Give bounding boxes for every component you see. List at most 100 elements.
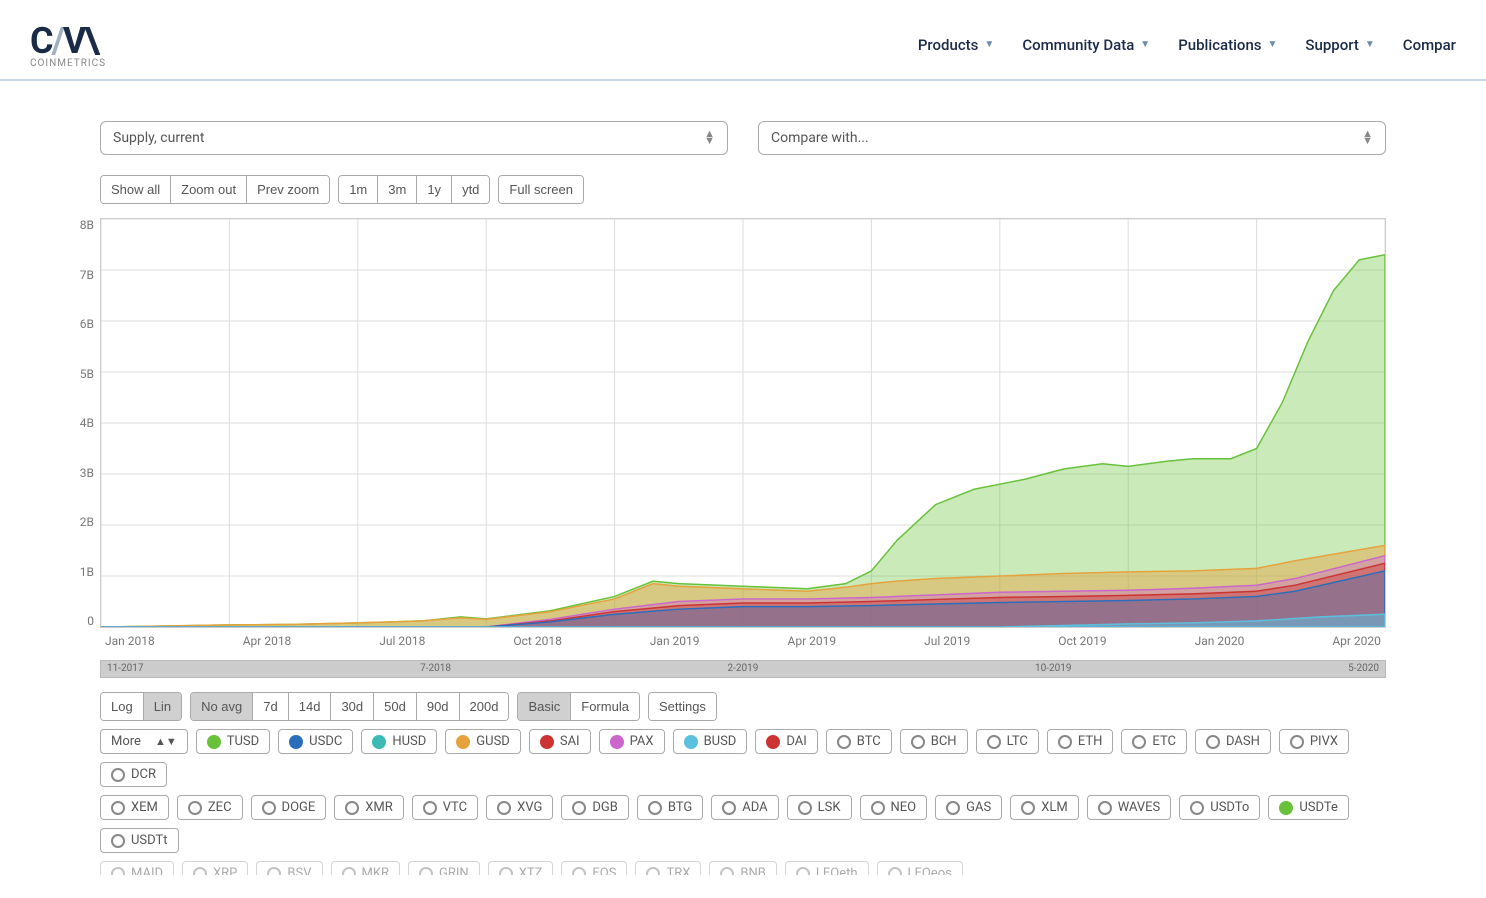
coin-eos[interactable]: EOS <box>561 861 627 875</box>
x-tick: Oct 2019 <box>1058 634 1106 648</box>
coin-label: SAI <box>560 734 580 749</box>
nav-community-data[interactable]: Community Data▼ <box>1022 36 1150 54</box>
prev-zoom-button[interactable]: Prev zoom <box>246 176 329 203</box>
coin-tusd[interactable]: TUSD <box>196 729 270 754</box>
coin-busd[interactable]: BUSD <box>673 729 748 754</box>
coin-etc[interactable]: ETC <box>1121 729 1187 754</box>
coin-dai[interactable]: DAI <box>755 729 817 754</box>
coin-leoeos[interactable]: LEOeos <box>877 861 963 875</box>
coin-usdtt[interactable]: USDTt <box>100 828 179 853</box>
30d-button[interactable]: 30d <box>330 693 373 720</box>
button-group: 1m3m1yytd <box>338 175 490 204</box>
coin-usdto[interactable]: USDTo <box>1179 795 1260 820</box>
coin-lsk[interactable]: LSK <box>787 795 852 820</box>
coin-waves[interactable]: WAVES <box>1087 795 1172 820</box>
show-all-button[interactable]: Show all <box>101 176 170 203</box>
7d-button[interactable]: 7d <box>252 693 287 720</box>
nav-support[interactable]: Support▼ <box>1305 36 1374 54</box>
coin-label: USDTe <box>1299 800 1338 815</box>
coin-pax[interactable]: PAX <box>599 729 665 754</box>
14d-button[interactable]: 14d <box>288 693 331 720</box>
coin-ltc[interactable]: LTC <box>976 729 1039 754</box>
coin-maid[interactable]: MAID <box>100 861 174 875</box>
coin-label: PIVX <box>1310 734 1338 749</box>
3m-button[interactable]: 3m <box>377 176 416 203</box>
ytd-button[interactable]: ytd <box>451 176 489 203</box>
coin-usdc[interactable]: USDC <box>278 729 353 754</box>
coin-dot-icon <box>1058 735 1072 749</box>
basic-button[interactable]: Basic <box>518 693 570 720</box>
coin-xem[interactable]: XEM <box>100 795 169 820</box>
coin-dot-icon <box>267 867 281 876</box>
coin-leoeth[interactable]: LEOeth <box>785 861 869 875</box>
1m-button[interactable]: 1m <box>339 176 377 203</box>
coin-xtz[interactable]: XTZ <box>488 861 554 875</box>
coin-dot-icon <box>871 801 885 815</box>
1y-button[interactable]: 1y <box>416 176 451 203</box>
90d-button[interactable]: 90d <box>416 693 459 720</box>
coin-husd[interactable]: HUSD <box>361 729 437 754</box>
coin-dash[interactable]: DASH <box>1195 729 1271 754</box>
coin-ada[interactable]: ADA <box>711 795 778 820</box>
button-group: Settings <box>648 692 717 721</box>
nav-products[interactable]: Products▼ <box>918 36 994 54</box>
coin-btc[interactable]: BTC <box>826 729 892 754</box>
coin-label: BNB <box>740 866 765 875</box>
nav-publications[interactable]: Publications▼ <box>1178 36 1277 54</box>
range-end: 5-2020 <box>1348 663 1379 675</box>
coin-xrp[interactable]: XRP <box>182 861 248 875</box>
coin-bsv[interactable]: BSV <box>256 861 322 875</box>
coin-btg[interactable]: BTG <box>637 795 703 820</box>
coin-grin[interactable]: GRIN <box>408 861 480 875</box>
50d-button[interactable]: 50d <box>373 693 416 720</box>
nav-compar[interactable]: Compar <box>1403 36 1456 54</box>
coin-eth[interactable]: ETH <box>1047 729 1114 754</box>
coin-label: XMR <box>365 800 393 815</box>
zoom-out-button[interactable]: Zoom out <box>170 176 246 203</box>
coin-label: BUSD <box>704 734 737 749</box>
full-screen-button[interactable]: Full screen <box>499 176 583 203</box>
coin-usdte[interactable]: USDTe <box>1268 795 1349 820</box>
compare-select[interactable]: Compare with... ▲▼ <box>758 121 1386 155</box>
updown-icon: ▲▼ <box>155 735 177 748</box>
coin-dcr[interactable]: DCR <box>100 762 167 787</box>
coin-dot-icon <box>342 867 356 876</box>
coin-label: XLM <box>1041 800 1068 815</box>
coin-sai[interactable]: SAI <box>529 729 591 754</box>
coin-dot-icon <box>987 735 1001 749</box>
coin-trx[interactable]: TRX <box>635 861 701 875</box>
coin-mkr[interactable]: MKR <box>331 861 401 875</box>
metric-select[interactable]: Supply, current ▲▼ <box>100 121 728 155</box>
coin-row-3: MAID XRP BSV MKR GRIN XTZ EOS TRX BNB LEOeth LEOeo… <box>100 861 1386 875</box>
coin-dot-icon <box>456 735 470 749</box>
coin-label: BSV <box>287 866 311 875</box>
coin-row-2: XEM ZEC DOGE XMR VTC XVG DGB BTG ADA LSK NEO GAS XLM… <box>100 795 1386 853</box>
coin-label: HUSD <box>392 734 426 749</box>
log-button[interactable]: Log <box>101 693 143 720</box>
settings-button[interactable]: Settings <box>649 693 716 720</box>
coin-xlm[interactable]: XLM <box>1010 795 1079 820</box>
no-avg-button[interactable]: No avg <box>191 693 252 720</box>
coin-zec[interactable]: ZEC <box>177 795 243 820</box>
coin-pivx[interactable]: PIVX <box>1279 729 1349 754</box>
more-select[interactable]: More▲▼ <box>100 729 188 754</box>
range-slider[interactable]: 11-2017 7-2018 2-2019 10-2019 5-2020 <box>100 660 1386 678</box>
y-tick: 6B <box>70 317 94 331</box>
coin-dot-icon <box>372 735 386 749</box>
coin-dgb[interactable]: DGB <box>561 795 629 820</box>
coin-vtc[interactable]: VTC <box>412 795 478 820</box>
formula-button[interactable]: Formula <box>570 693 639 720</box>
200d-button[interactable]: 200d <box>459 693 509 720</box>
coin-xvg[interactable]: XVG <box>486 795 553 820</box>
coin-gusd[interactable]: GUSD <box>445 729 521 754</box>
coin-gas[interactable]: GAS <box>935 795 1002 820</box>
lin-button[interactable]: Lin <box>143 693 181 720</box>
coin-xmr[interactable]: XMR <box>334 795 404 820</box>
coin-neo[interactable]: NEO <box>860 795 928 820</box>
coin-bnb[interactable]: BNB <box>709 861 776 875</box>
coin-doge[interactable]: DOGE <box>251 795 327 820</box>
coin-bch[interactable]: BCH <box>900 729 968 754</box>
chart-area[interactable] <box>100 218 1386 628</box>
caret-down-icon: ▼ <box>1140 39 1150 50</box>
logo[interactable]: C/V\ COINMETRICS <box>30 20 106 69</box>
